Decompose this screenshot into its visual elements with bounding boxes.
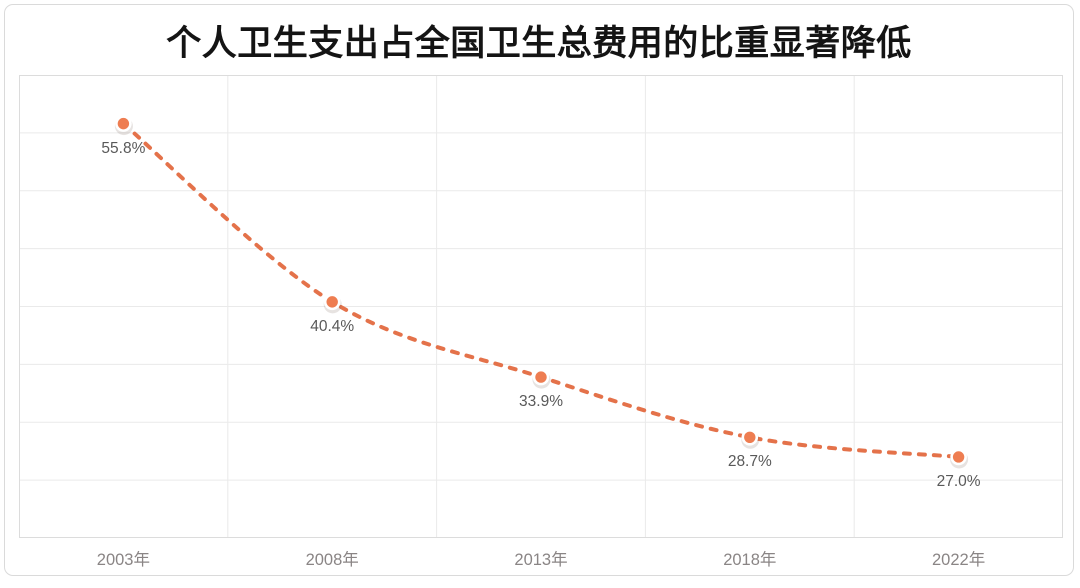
data-point-marker (535, 371, 547, 383)
data-point-marker (952, 451, 965, 463)
line-chart-svg (19, 75, 1063, 538)
data-point-marker (117, 117, 130, 130)
chart-card: 个人卫生支出占全国卫生总费用的比重显著降低 55.8% 40.4% 33.9% 28.… (4, 4, 1074, 576)
x-axis-label: 2022年 (931, 551, 986, 569)
series-line (121, 121, 961, 459)
data-point-marker (744, 431, 756, 443)
chart-title: 个人卫生支出占全国卫生总费用的比重显著降低 (166, 24, 912, 63)
x-axis-label: 2003年 (96, 551, 150, 569)
x-axis-label: 2018年 (723, 551, 777, 569)
x-axis-label: 2008年 (305, 551, 359, 569)
data-point-marker (326, 296, 338, 308)
plot-area: 55.8% 40.4% 33.9% 28.7% 27.0% (19, 75, 1063, 538)
plot-border (19, 75, 1063, 538)
x-axis-label: 2013年 (514, 551, 568, 569)
x-axis-labels: 2003年 2008年 2013年 2018年 2022年 (19, 538, 1063, 572)
